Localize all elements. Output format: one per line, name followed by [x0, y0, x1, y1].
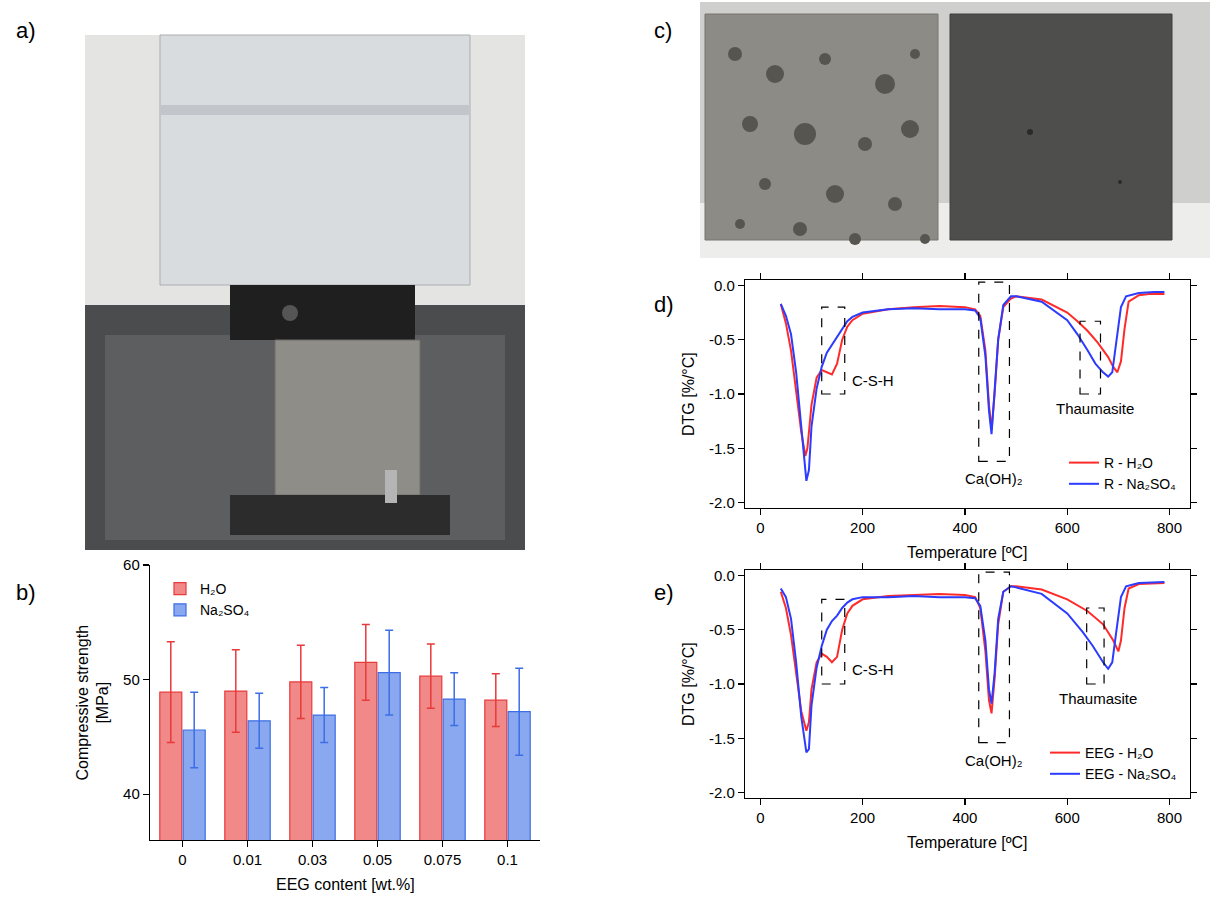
- svg-text:-1.5: -1.5: [709, 440, 735, 457]
- svg-text:0.01: 0.01: [233, 851, 262, 868]
- svg-text:b): b): [16, 580, 36, 605]
- svg-text:-2.0: -2.0: [709, 494, 735, 511]
- svg-text:600: 600: [1055, 519, 1080, 536]
- svg-text:40: 40: [123, 785, 140, 802]
- svg-text:C-S-H: C-S-H: [852, 372, 894, 389]
- svg-text:0.0: 0.0: [714, 277, 735, 294]
- svg-text:800: 800: [1157, 519, 1182, 536]
- svg-text:EEG content [wt.%]: EEG content [wt.%]: [276, 876, 415, 893]
- svg-text:e): e): [654, 580, 674, 605]
- svg-text:400: 400: [952, 519, 977, 536]
- svg-text:800: 800: [1157, 809, 1182, 826]
- svg-text:c): c): [654, 18, 672, 43]
- svg-text:Temperature [ºC]: Temperature [ºC]: [907, 834, 1028, 851]
- svg-text:Ca(OH)₂: Ca(OH)₂: [965, 752, 1023, 769]
- svg-text:-0.5: -0.5: [709, 331, 735, 348]
- svg-text:-1.0: -1.0: [709, 385, 735, 402]
- svg-text:d): d): [654, 292, 674, 317]
- svg-text:50: 50: [123, 671, 140, 688]
- svg-text:EEG - Na₂SO₄: EEG - Na₂SO₄: [1085, 766, 1177, 782]
- svg-text:Na₂SO₄: Na₂SO₄: [200, 602, 250, 618]
- svg-text:400: 400: [952, 809, 977, 826]
- svg-text:-0.5: -0.5: [709, 621, 735, 638]
- svg-text:Compressive strength[MPa]: Compressive strength[MPa]: [74, 625, 112, 781]
- svg-text:200: 200: [850, 809, 875, 826]
- svg-text:Temperature [ºC]: Temperature [ºC]: [907, 544, 1028, 561]
- svg-text:0.075: 0.075: [424, 851, 462, 868]
- svg-text:Thaumasite: Thaumasite: [1056, 400, 1134, 417]
- svg-text:R - H₂O: R - H₂O: [1104, 455, 1153, 471]
- svg-text:DTG [%/°C]: DTG [%/°C]: [680, 352, 697, 436]
- svg-text:a): a): [16, 18, 36, 43]
- svg-text:0.05: 0.05: [363, 851, 392, 868]
- svg-text:EEG - H₂O: EEG - H₂O: [1085, 745, 1154, 761]
- svg-text:0.03: 0.03: [298, 851, 327, 868]
- svg-text:0: 0: [756, 809, 764, 826]
- svg-text:Thaumasite: Thaumasite: [1059, 690, 1137, 707]
- svg-text:0.0: 0.0: [714, 567, 735, 584]
- svg-text:0.1: 0.1: [497, 851, 518, 868]
- svg-text:0: 0: [178, 851, 186, 868]
- svg-text:H₂O: H₂O: [200, 581, 227, 597]
- svg-text:600: 600: [1055, 809, 1080, 826]
- svg-text:60: 60: [123, 556, 140, 573]
- svg-text:R - Na₂SO₄: R - Na₂SO₄: [1104, 476, 1176, 492]
- svg-text:-2.0: -2.0: [709, 784, 735, 801]
- svg-text:0: 0: [756, 519, 764, 536]
- svg-text:DTG [%/°C]: DTG [%/°C]: [680, 642, 697, 726]
- svg-text:-1.5: -1.5: [709, 730, 735, 747]
- svg-text:C-S-H: C-S-H: [852, 661, 894, 678]
- svg-text:-1.0: -1.0: [709, 675, 735, 692]
- svg-text:Ca(OH)₂: Ca(OH)₂: [965, 470, 1023, 487]
- svg-text:200: 200: [850, 519, 875, 536]
